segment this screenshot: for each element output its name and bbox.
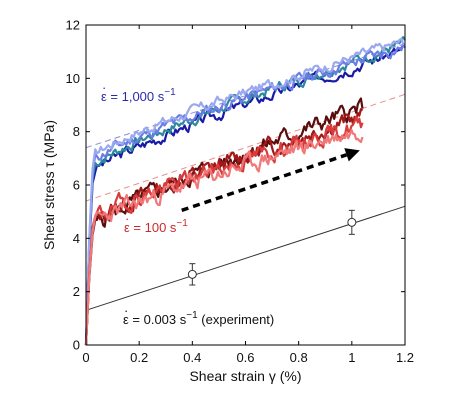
annotation-high-rate: · ε = 1,000 s−1 xyxy=(101,80,176,104)
fit-line-high-rate xyxy=(85,43,406,149)
annotation-high-rate-main: ε = 1,000 s xyxy=(101,89,165,104)
fit-line-mid-rate xyxy=(85,93,406,202)
annotation-experiment-main: ε = 0.003 s xyxy=(123,312,187,327)
annotation-experiment: · ε = 0.003 s−1 (experiment) xyxy=(123,303,274,327)
annotation-high-rate-label: ε = 1,000 s−1 xyxy=(101,87,176,104)
y-tick-label: 2 xyxy=(73,284,80,299)
annotation-experiment-label: ε = 0.003 s−1 (experiment) xyxy=(123,310,274,327)
annotation-experiment-dot: · xyxy=(124,303,128,318)
annotation-mid-rate-sup: −1 xyxy=(176,218,188,229)
experiment-point xyxy=(187,269,197,279)
y-tick-label: 0 xyxy=(73,338,80,353)
y-tick-label: 8 xyxy=(73,124,80,139)
x-tick-label: 0.6 xyxy=(236,350,254,365)
annotation-experiment-suffix: (experiment) xyxy=(198,312,275,327)
trend-arrow-head xyxy=(344,148,360,162)
series-line-high_rate-1 xyxy=(84,43,406,346)
x-tick-label: 0.8 xyxy=(290,350,308,365)
x-tick-label: 1.2 xyxy=(396,350,414,365)
annotation-high-rate-dot: · xyxy=(102,80,106,95)
y-tick-label: 6 xyxy=(73,178,80,193)
trend-arrow-layer xyxy=(181,148,360,212)
x-tick-label: 0 xyxy=(82,350,89,365)
series-line-high_rate-4 xyxy=(84,37,406,346)
axis-ticks: 0 0.2 0.4 0.6 0.8 1 1.2 0 2 4 6 8 10 12 xyxy=(66,18,415,366)
annotation-experiment-sup: −1 xyxy=(186,310,198,321)
series-line-mid_rate-4 xyxy=(84,128,364,346)
series-line-high_rate-2 xyxy=(84,36,406,346)
annotation-mid-rate: · ε = 100 s−1 xyxy=(124,211,188,235)
annotation-mid-rate-main: ε = 100 s xyxy=(124,220,177,235)
annotation-high-rate-sup: −1 xyxy=(164,87,176,98)
x-tick-label: 1 xyxy=(348,350,355,365)
x-tick-label: 0.4 xyxy=(183,350,201,365)
x-axis-title: Shear strain γ (%) xyxy=(189,368,301,384)
fit-lines xyxy=(85,43,406,311)
y-tick-label: 10 xyxy=(66,71,80,86)
series-line-mid_rate-3 xyxy=(84,115,364,346)
trend-arrow-shaft xyxy=(181,153,348,212)
y-tick-label: 4 xyxy=(73,231,80,246)
experiment-layer xyxy=(187,209,357,286)
series-layer xyxy=(84,36,406,346)
annotation-mid-rate-label: ε = 100 s−1 xyxy=(124,218,188,235)
y-axis-title: Shear stress τ (MPa) xyxy=(41,120,57,250)
series-line-high_rate-3 xyxy=(84,43,406,346)
x-tick-label: 0.2 xyxy=(130,350,148,365)
annotation-mid-rate-dot: · xyxy=(125,211,129,226)
y-tick-label: 12 xyxy=(66,18,80,33)
experiment-point xyxy=(347,217,357,227)
